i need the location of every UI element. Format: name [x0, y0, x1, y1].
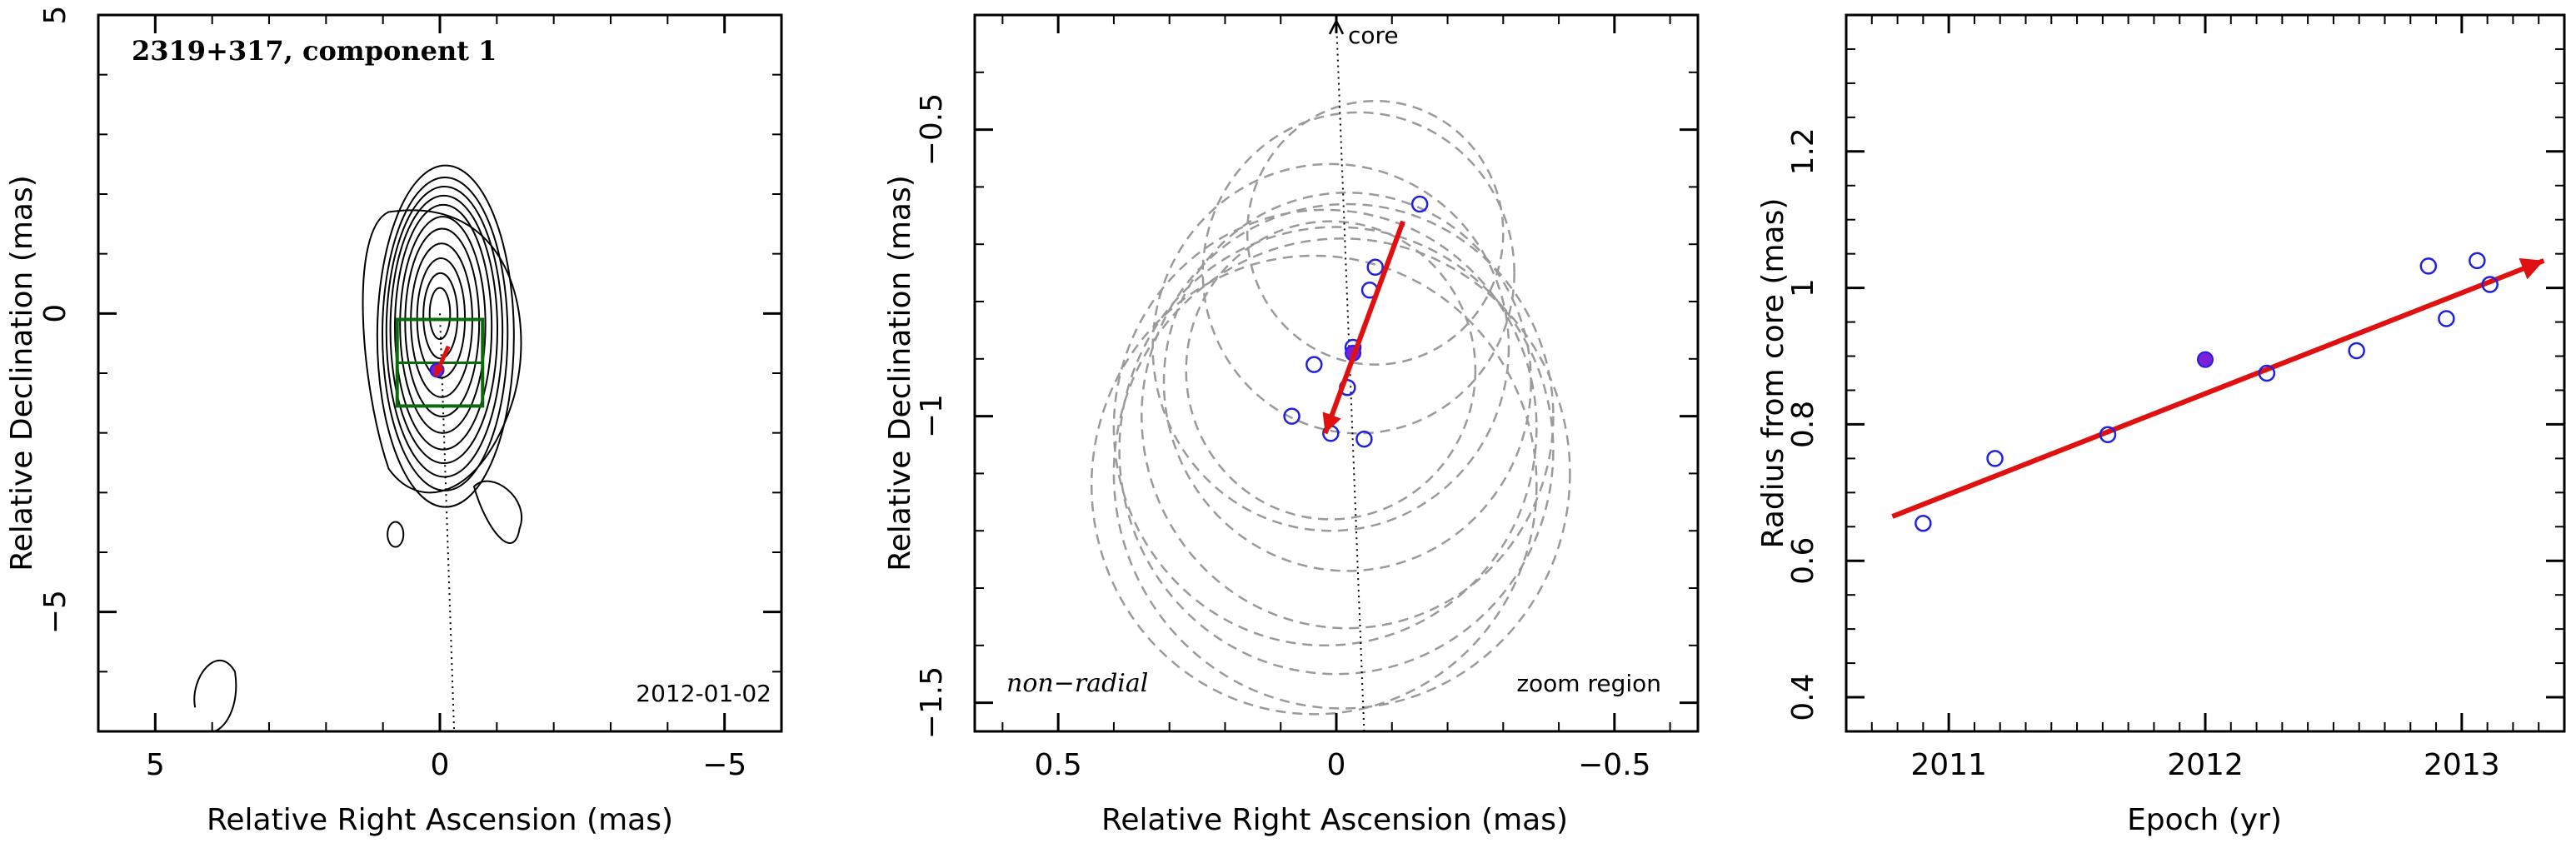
panel-3-xlabel: Epoch (yr) [2127, 803, 2282, 837]
p3-xtick-label: 2013 [2424, 748, 2500, 782]
p2-xtick-label: 0.5 [1035, 748, 1082, 782]
panel-2-region-label: zoom region [1516, 670, 1661, 697]
uncertainty-circle [1118, 226, 1555, 676]
epoch-point [2438, 310, 2455, 327]
contour-island [472, 480, 522, 544]
contour-level [376, 164, 515, 508]
contour-island [193, 659, 237, 732]
uncertainty-circle [1185, 220, 1477, 521]
p3-ytick-label: 1 [1786, 278, 1820, 297]
panel-2-clipped [1090, 18, 1571, 731]
epoch-point [2419, 257, 2438, 275]
epoch-point [2348, 342, 2365, 360]
p3-ytick-label: 0.6 [1786, 537, 1820, 585]
panel-3-frame [1845, 13, 2566, 733]
motion-vector [1322, 220, 1405, 435]
contour-level [428, 287, 452, 341]
epoch-point [2099, 426, 2117, 443]
epoch-point [1915, 514, 1932, 532]
p2-ytick-label: −1.5 [915, 666, 949, 739]
panel-3-ylabel: Radius from core (mas) [1756, 198, 1790, 549]
p3-ytick-label: 1.2 [1786, 127, 1820, 175]
epoch-point [1410, 195, 1429, 213]
epoch-point [2258, 364, 2276, 382]
contour-level [422, 272, 459, 360]
contour-level [389, 194, 499, 465]
uncertainty-circle [1090, 254, 1538, 716]
uncertainty-circle [1112, 208, 1538, 647]
panel-2-ylabel: Relative Declination (mas) [883, 175, 917, 571]
p3-ytick-label: 0.4 [1786, 673, 1820, 721]
uncertainty-circle [1112, 237, 1571, 710]
p1-ytick-label: 5 [38, 6, 72, 25]
contour-level [381, 177, 509, 491]
panel-1-ticks: 5 0 −5 5 0 −5 [38, 6, 782, 782]
contour-outer [362, 209, 522, 494]
panel-2: 0.5 0 −0.5 −0.5 −1 −1.5 core non−radial zoom … [883, 13, 1700, 837]
epoch-point [1366, 258, 1384, 276]
panel-1-date: 2012-01-02 [636, 680, 771, 707]
p1-xtick-label: −5 [702, 748, 746, 782]
panel-2-xlabel: Relative Right Ascension (mas) [1101, 803, 1568, 837]
highlight-point [2197, 351, 2214, 368]
contour-level [399, 216, 487, 434]
epoch-point [2469, 252, 2486, 270]
p2-ytick-label: −0.5 [915, 93, 949, 166]
contour-island [387, 521, 405, 548]
uncertainty-circle [1141, 202, 1555, 630]
fit-line-head [2519, 257, 2544, 280]
panel-3-ticks: 2011 2012 2013 0.4 0.6 0.8 1 1.2 [1786, 15, 2564, 782]
epoch-point [1283, 407, 1300, 425]
uncertainty-circle [1151, 162, 1510, 532]
panel-1-ylabel: Relative Declination (mas) [5, 175, 39, 571]
epoch-point [1355, 430, 1373, 448]
motion-vector-head [1322, 412, 1341, 434]
p1-xtick-label: 5 [146, 748, 165, 782]
epoch-point [2481, 276, 2499, 293]
p3-ytick-label: 0.8 [1786, 401, 1820, 448]
panel-2-frame [973, 13, 1700, 733]
p3-xtick-label: 2011 [1910, 748, 1987, 782]
panel-2-motion-label: non−radial [1006, 669, 1148, 698]
p2-xtick-label: −0.5 [1578, 748, 1650, 782]
contour-level [394, 203, 493, 451]
panel-1: 5 0 −5 5 0 −5 2319+317, component 1 2012-01-0… [5, 6, 783, 837]
panel-2-core-label: core [1348, 22, 1399, 49]
panel-2-ticks: 0.5 0 −0.5 −0.5 −1 −1.5 [915, 14, 1698, 782]
p1-xtick-label: 0 [431, 748, 450, 782]
epoch-point [1986, 450, 2004, 467]
p3-xtick-label: 2012 [2167, 748, 2244, 782]
panel-3-marks [1891, 252, 2545, 532]
p1-ytick-label: −5 [38, 590, 72, 634]
panel-2-marks [1090, 18, 1571, 731]
core-direction-line [1335, 20, 1365, 731]
p2-xtick-label: 0 [1327, 748, 1346, 782]
p2-ytick-label: −1 [915, 394, 949, 438]
fit-line [1891, 258, 2545, 519]
uncertainty-circle [1201, 111, 1515, 435]
panel-1-title: 2319+317, component 1 [132, 35, 497, 67]
panel-3: 2011 2012 2013 0.4 0.6 0.8 1 1.2 Epoch (yr) Rad… [1756, 13, 2566, 837]
uncertainty-circle [1246, 99, 1505, 366]
panel-1-contours [193, 164, 522, 732]
contour-level [404, 227, 481, 418]
epoch-point [1305, 356, 1323, 373]
contour-level [385, 185, 504, 478]
p1-ytick-label: 0 [38, 304, 72, 323]
component-vector-head [434, 364, 445, 377]
panel-1-xlabel: Relative Right Ascension (mas) [207, 803, 673, 837]
